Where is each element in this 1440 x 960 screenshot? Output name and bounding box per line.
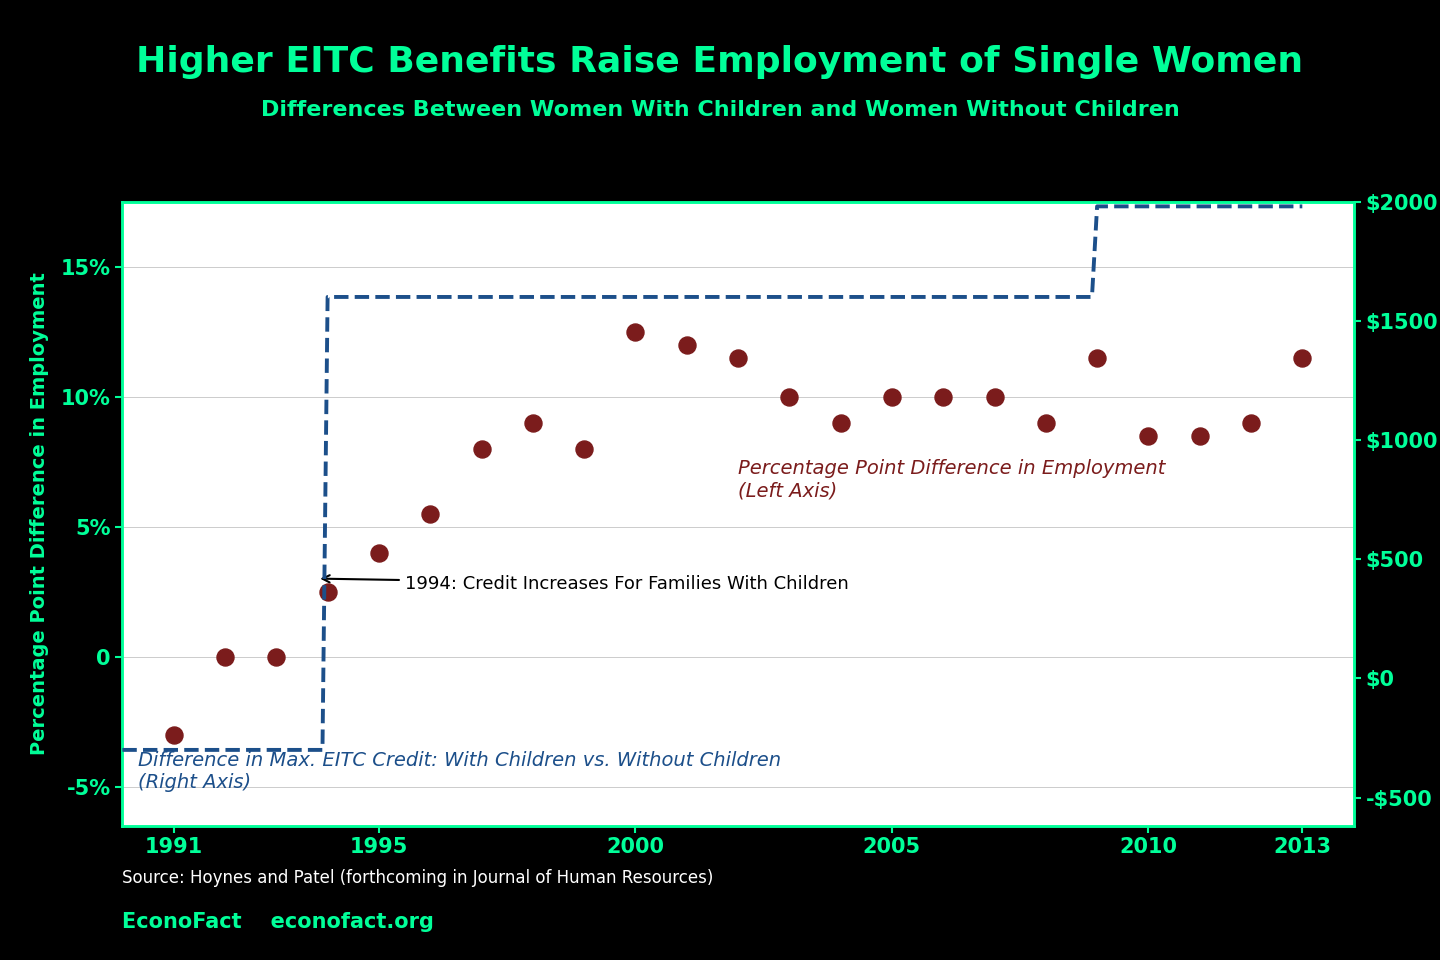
Point	[984, 389, 1007, 404]
Text: Differences Between Women With Children and Women Without Children: Differences Between Women With Children …	[261, 101, 1179, 120]
Point	[1240, 415, 1263, 430]
Point	[1290, 349, 1313, 365]
Point	[469, 441, 492, 456]
Text: Percentage Point Difference in Employment
(Left Axis): Percentage Point Difference in Employmen…	[739, 459, 1165, 500]
Point	[521, 415, 544, 430]
Point	[675, 337, 698, 352]
Text: Difference in Max. EITC Credit: With Children vs. Without Children
(Right Axis): Difference in Max. EITC Credit: With Chi…	[138, 751, 780, 791]
Text: 1994: Credit Increases For Families With Children: 1994: Credit Increases For Families With…	[323, 575, 848, 592]
Text: Source: Hoynes and Patel (forthcoming in Journal of Human Resources): Source: Hoynes and Patel (forthcoming in…	[122, 870, 714, 887]
Point	[880, 389, 903, 404]
Text: EconoFact    econofact.org: EconoFact econofact.org	[122, 912, 435, 931]
Point	[778, 389, 801, 404]
Point	[727, 349, 750, 365]
Point	[367, 545, 390, 561]
Point	[624, 324, 647, 339]
Point	[419, 506, 442, 521]
Text: Higher EITC Benefits Raise Employment of Single Women: Higher EITC Benefits Raise Employment of…	[137, 45, 1303, 80]
Point	[1034, 415, 1057, 430]
Point	[1188, 428, 1211, 444]
Point	[829, 415, 852, 430]
Point	[213, 649, 236, 664]
Point	[317, 584, 340, 599]
Point	[932, 389, 955, 404]
Point	[1138, 428, 1161, 444]
Point	[1086, 349, 1109, 365]
Point	[573, 441, 596, 456]
Point	[163, 727, 186, 742]
Point	[265, 649, 288, 664]
Y-axis label: Percentage Point Difference in Employment: Percentage Point Difference in Employmen…	[30, 273, 49, 755]
